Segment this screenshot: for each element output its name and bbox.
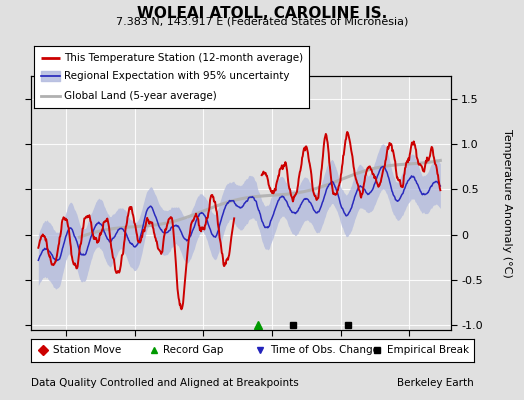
Text: Global Land (5-year average): Global Land (5-year average) bbox=[64, 91, 217, 101]
Text: Data Quality Controlled and Aligned at Breakpoints: Data Quality Controlled and Aligned at B… bbox=[31, 378, 299, 388]
Text: Regional Expectation with 95% uncertainty: Regional Expectation with 95% uncertaint… bbox=[64, 71, 290, 81]
Text: Time of Obs. Change: Time of Obs. Change bbox=[270, 346, 379, 356]
Text: WOLEAI ATOLL, CAROLINE IS.: WOLEAI ATOLL, CAROLINE IS. bbox=[137, 6, 387, 21]
Text: 7.383 N, 143.917 E (Federated States of Micronesia): 7.383 N, 143.917 E (Federated States of … bbox=[116, 17, 408, 27]
Text: Empirical Break: Empirical Break bbox=[387, 346, 469, 356]
Y-axis label: Temperature Anomaly (°C): Temperature Anomaly (°C) bbox=[502, 129, 512, 277]
Text: Station Move: Station Move bbox=[53, 346, 121, 356]
Text: Berkeley Earth: Berkeley Earth bbox=[398, 378, 474, 388]
Text: Record Gap: Record Gap bbox=[163, 346, 224, 356]
Text: This Temperature Station (12-month average): This Temperature Station (12-month avera… bbox=[64, 53, 303, 63]
